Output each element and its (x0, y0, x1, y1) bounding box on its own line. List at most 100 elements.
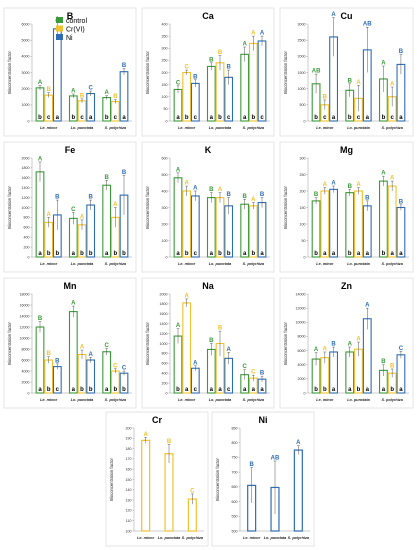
data-label: A (323, 182, 328, 188)
data-label: C (242, 364, 247, 370)
data-label: B (260, 371, 265, 377)
data-label: AB (363, 22, 372, 28)
y-tick-label: 800 (232, 441, 238, 445)
bar-control (35, 326, 45, 394)
data-label: B (122, 170, 127, 176)
data-label: A (184, 181, 189, 187)
base-label: a (38, 387, 42, 393)
data-label: B (314, 192, 319, 198)
y-tick-label: 8000 (298, 335, 306, 339)
data-label: B (365, 195, 370, 201)
data-label: A (331, 12, 336, 18)
x-tick-label: S. polyrhiza (105, 262, 126, 266)
base-label: a (218, 387, 222, 393)
y-tick-label: 6000 (22, 22, 30, 26)
y-tick-label: 750 (232, 456, 238, 460)
base-label: b (105, 115, 109, 121)
base-label: c (194, 251, 198, 257)
data-label: AB (271, 455, 280, 461)
bar-crvi (164, 453, 174, 532)
data-label: A (193, 360, 198, 366)
base-label: b (218, 115, 222, 121)
chart-title: Zn (341, 281, 352, 291)
bar-control (240, 203, 250, 258)
base-label: a (366, 115, 370, 121)
base-label: b (47, 251, 51, 257)
x-tick-label: Le. minor (316, 398, 334, 402)
base-label: b (89, 387, 93, 393)
y-tick-label: 1000 (298, 87, 306, 91)
y-tick-label: 200 (24, 245, 30, 249)
base-label: b (80, 251, 84, 257)
y-axis-label: Bioconcentration factor (109, 457, 114, 500)
base-label: a (185, 387, 189, 393)
y-tick-label: 150 (300, 206, 306, 210)
y-tick-label: 200 (162, 381, 168, 385)
data-label: A (80, 214, 85, 220)
bar-ni (119, 71, 129, 122)
y-tick-label: 3000 (298, 22, 306, 26)
data-label: A (390, 82, 395, 88)
base-label: c (194, 387, 198, 393)
x-tick-label: Le. minor (178, 398, 196, 402)
x-tick-label: Lo. punctata (209, 398, 232, 402)
y-tick-label: 1200 (160, 332, 168, 336)
data-label: B (218, 50, 223, 56)
data-label: A (251, 197, 256, 203)
x-tick-label: Lo. punctata (71, 262, 94, 266)
y-axis-label: Bioconcentration factor (7, 321, 12, 364)
y-tick-label: 18000 (20, 292, 30, 296)
data-label: A (314, 347, 319, 353)
chart-panel-Ca: Ca Bioconcentration factor 0 50 100 150 200 250… (141, 7, 275, 137)
chart-panel-Fe: Fe Bioconcentration factor 0 200 400 600 800 10… (3, 141, 137, 273)
y-tick-label: 50 (164, 107, 168, 111)
x-tick-label: Le. minor (40, 262, 58, 266)
x-tick-label: S. polyrhiza (288, 536, 309, 540)
y-tick-label: 550 (232, 515, 238, 519)
y-axis-label: Bioconcentration factor (7, 185, 12, 228)
data-label: C (113, 363, 118, 369)
y-axis-label: Bioconcentration factor (283, 321, 288, 364)
y-tick-label: 250 (162, 59, 168, 63)
chart-panel-Mn: Mn Bioconcentration factor 0 2000 4000 6000 80… (3, 277, 137, 409)
base-label: b (71, 115, 75, 121)
data-label: A (381, 61, 386, 67)
base-label: a (399, 387, 403, 393)
base-label: c (194, 115, 198, 121)
bar-control (311, 200, 321, 258)
base-label: b (47, 387, 51, 393)
base-label: a (243, 251, 247, 257)
data-label: A (296, 440, 301, 446)
x-tick-label: S. polyrhiza (382, 398, 403, 402)
y-tick-label: 200 (300, 189, 306, 193)
y-tick-label: 8000 (22, 347, 30, 351)
base-label: b (314, 115, 318, 121)
y-tick-label: 1200 (22, 196, 30, 200)
data-label: A (356, 80, 361, 86)
base-label: b (38, 115, 42, 121)
base-label: a (332, 251, 336, 257)
bar-crvi (215, 62, 225, 122)
legend-swatch-control (56, 17, 63, 23)
x-tick-label: Lo. punctata (347, 262, 370, 266)
data-label: A (218, 187, 223, 193)
y-tick-label: 500 (300, 103, 306, 107)
x-tick-label: S. polyrhiza (382, 262, 403, 266)
base-label: b (185, 115, 189, 121)
data-label: A (356, 182, 361, 188)
base-label: a (105, 251, 109, 257)
data-label: B (323, 94, 328, 100)
legend-swatch-ni (56, 34, 63, 40)
chart-title: Mn (64, 281, 77, 291)
data-label: B (38, 316, 43, 322)
x-tick-label: Lo. punctata (158, 536, 181, 540)
base-label: a (243, 387, 247, 393)
y-tick-label: 600 (162, 156, 168, 160)
y-tick-label: 1400 (22, 186, 30, 190)
bar-crvi (215, 197, 225, 258)
x-tick-label: S. polyrhiza (243, 126, 264, 130)
data-label: B (209, 57, 214, 63)
x-tick-label: Le. minor (316, 126, 334, 130)
y-tick-label: 0 (166, 391, 168, 395)
y-axis-label: Bioconcentration factor (283, 185, 288, 228)
